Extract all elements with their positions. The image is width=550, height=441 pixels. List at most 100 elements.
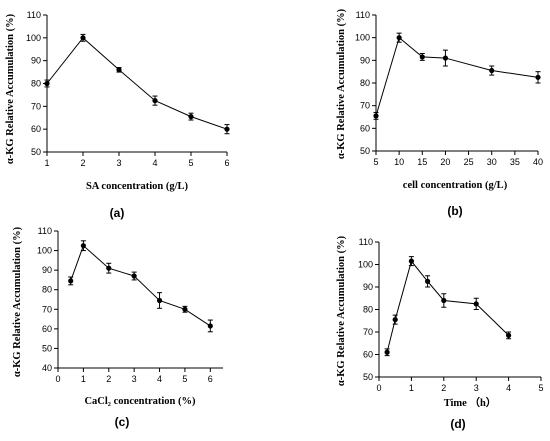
- y-tick-label: 110: [27, 10, 41, 20]
- data-point: [473, 301, 479, 307]
- chart-panel-b: α-KG Relative Accumulation (%) cell conc…: [336, 8, 543, 218]
- y-axis-label: α-KG Relative Accumulation (%): [336, 235, 347, 386]
- y-tick-label: 50: [42, 343, 52, 353]
- x-tick-label: 40: [533, 157, 543, 167]
- data-point: [80, 35, 86, 41]
- data-point: [425, 278, 431, 284]
- panel-label: (b): [447, 204, 462, 218]
- y-tick-label: 70: [42, 304, 52, 314]
- x-tick-label: 2: [80, 158, 85, 168]
- y-tick-label: 70: [363, 327, 373, 337]
- y-tick-label: 50: [363, 372, 373, 382]
- y-tick-label: 90: [360, 55, 370, 65]
- data-point: [80, 243, 86, 249]
- data-point: [156, 297, 163, 304]
- x-tick-label: 20: [440, 157, 450, 167]
- data-point: [441, 297, 447, 304]
- y-tick-label: 90: [31, 56, 41, 66]
- x-tick-label: 4: [152, 158, 157, 168]
- y-tick-label: 80: [42, 285, 52, 295]
- x-tick-label: 4: [506, 383, 511, 393]
- y-tick-label: 100: [37, 246, 52, 256]
- chart-panel-c: α-KG Relative Accumulation (%) CaCl₂ con…: [12, 226, 223, 429]
- y-tick-label: 110: [359, 237, 373, 247]
- x-tick-label: 25: [464, 157, 474, 167]
- data-point: [188, 114, 194, 120]
- data-point: [396, 35, 402, 41]
- data-point: [68, 278, 74, 284]
- x-tick-label: 1: [409, 383, 414, 393]
- data-point: [116, 67, 122, 73]
- x-tick-label: 10: [394, 157, 404, 167]
- chart-panel-a: α-KG Relative Accumulation (%) SA concen…: [5, 10, 230, 220]
- y-tick-label: 50: [360, 146, 370, 156]
- data-point: [182, 306, 188, 312]
- x-tick-label: 4: [157, 374, 162, 384]
- chart-panel-d: α-KG Relative Accumulation (%) Time （h） …: [336, 235, 544, 431]
- y-tick-label: 100: [358, 260, 373, 270]
- x-tick-label: 6: [224, 158, 229, 168]
- x-tick-label: 0: [376, 383, 381, 393]
- x-tick-label: 5: [373, 157, 378, 167]
- data-point: [489, 67, 495, 74]
- x-axis-label: CaCl₂ concentration (%): [84, 396, 196, 407]
- data-point: [535, 74, 541, 80]
- x-tick-label: 0: [55, 374, 60, 384]
- data-point: [373, 113, 379, 119]
- series-line: [46, 37, 228, 130]
- x-tick-label: 3: [132, 374, 137, 384]
- y-tick-label: 60: [31, 124, 41, 134]
- data-point: [392, 317, 398, 323]
- y-tick-label: 100: [355, 33, 370, 43]
- x-axis-label: Time （h）: [444, 396, 497, 409]
- y-tick-label: 80: [31, 79, 41, 89]
- y-axis-label: α-KG Relative Accumulation (%): [12, 226, 23, 377]
- y-tick-label: 70: [31, 101, 41, 111]
- data-point: [152, 98, 158, 104]
- x-tick-label: 5: [188, 158, 193, 168]
- x-tick-label: 2: [441, 383, 446, 393]
- x-tick-label: 35: [510, 157, 520, 167]
- y-tick-label: 50: [31, 147, 41, 157]
- y-tick-label: 110: [38, 226, 52, 236]
- y-tick-label: 80: [363, 305, 373, 315]
- x-tick-label: 5: [538, 383, 543, 393]
- y-axis-label: α-KG Relative Accumulation (%): [5, 13, 16, 164]
- x-tick-label: 1: [81, 374, 86, 384]
- data-point: [131, 273, 137, 279]
- data-point: [44, 80, 50, 87]
- y-tick-label: 70: [360, 101, 370, 111]
- x-tick-label: 3: [116, 158, 121, 168]
- data-point: [419, 54, 425, 60]
- series-line: [70, 244, 211, 327]
- y-tick-label: 60: [360, 123, 370, 133]
- data-point: [408, 258, 414, 264]
- x-tick-label: 6: [208, 374, 213, 384]
- y-tick-label: 100: [26, 33, 41, 43]
- y-tick-label: 90: [42, 265, 52, 275]
- x-tick-label: 1: [44, 158, 49, 168]
- panel-label: (d): [450, 417, 465, 431]
- panel-label: (c): [115, 415, 130, 429]
- data-point: [384, 349, 390, 355]
- x-axis-label: SA concentration (g/L): [86, 181, 189, 192]
- panel-label: (a): [110, 206, 125, 220]
- y-tick-label: 90: [363, 282, 373, 292]
- y-tick-label: 80: [360, 78, 370, 88]
- x-axis-label: cell concentration (g/L): [403, 180, 508, 191]
- data-point: [442, 55, 449, 61]
- x-tick-label: 5: [182, 374, 187, 384]
- x-tick-label: 30: [487, 157, 497, 167]
- y-axis-label: α-KG Relative Accumulation (%): [336, 8, 347, 159]
- y-tick-label: 60: [42, 324, 52, 334]
- x-tick-label: 3: [474, 383, 479, 393]
- y-tick-label: 40: [42, 363, 52, 373]
- y-tick-label: 110: [356, 10, 370, 20]
- data-point: [506, 332, 512, 338]
- data-point: [224, 126, 230, 132]
- x-tick-label: 15: [417, 157, 427, 167]
- data-point: [207, 323, 213, 329]
- data-point: [106, 265, 112, 271]
- y-tick-label: 60: [363, 350, 373, 360]
- x-tick-label: 2: [106, 374, 111, 384]
